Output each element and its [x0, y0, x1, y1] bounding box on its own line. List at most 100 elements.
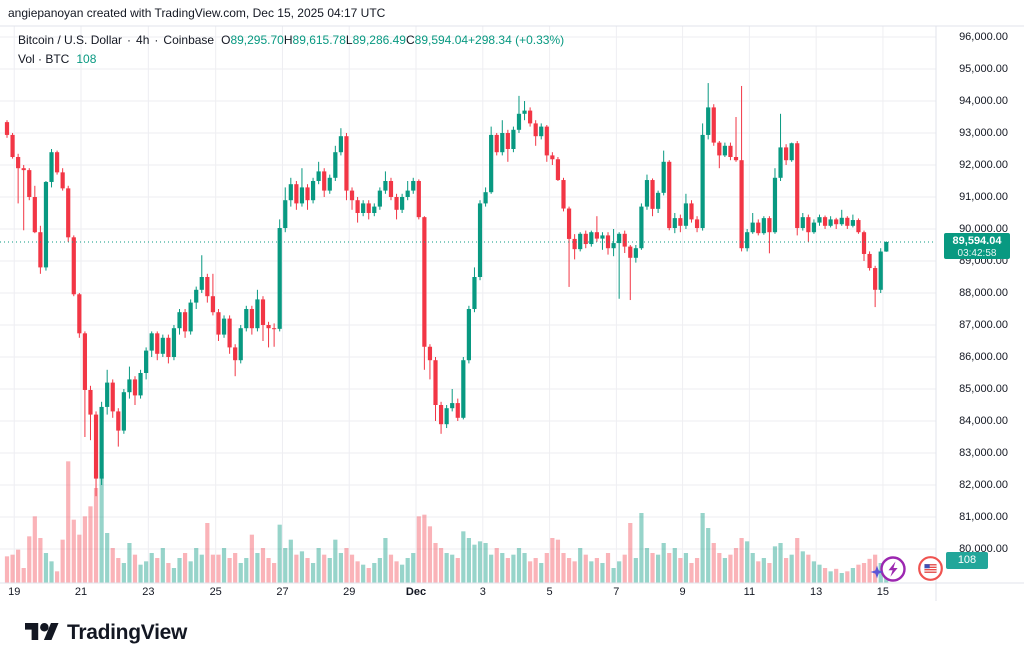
attribution-text: angiepanoyan created with TradingView.co…: [8, 6, 386, 20]
us-economic-events-icon[interactable]: [917, 555, 944, 582]
volume-bar: [600, 563, 605, 583]
volume-bar: [861, 563, 867, 583]
price-axis-label: 95,000.00: [959, 63, 1008, 75]
volume-bar: [739, 538, 744, 583]
candle-body: [861, 232, 867, 254]
candle-body: [88, 389, 93, 415]
volume-bar: [99, 473, 104, 583]
candle-body: [528, 110, 533, 124]
candle-body: [349, 190, 355, 201]
candle-body: [366, 203, 371, 213]
volume-bar: [878, 563, 883, 583]
ohlc-close: C89,594.04: [406, 33, 468, 47]
volume-bar: [10, 554, 15, 583]
volume-bar: [505, 558, 510, 583]
volume-bar: [438, 548, 444, 583]
candle-body: [483, 192, 488, 204]
volume-bar: [856, 564, 861, 583]
symbol-title[interactable]: Bitcoin / U.S. Dollar: [18, 33, 123, 47]
candle-body: [884, 241, 889, 252]
candle-body: [455, 403, 460, 418]
candle-body: [66, 188, 71, 238]
volume-bar: [589, 561, 594, 583]
volume-bar: [566, 558, 572, 583]
close-value: 89,594.04: [414, 33, 469, 47]
candle-body: [32, 197, 37, 233]
symbol-legend[interactable]: Bitcoin / U.S. Dollar · 4h · Coinbase O8…: [18, 33, 564, 47]
price-axis-label: 84,000.00: [959, 415, 1008, 427]
exchange-label[interactable]: Coinbase: [163, 33, 215, 47]
candle-wick: [596, 216, 598, 242]
volume-legend[interactable]: Vol · BTC 108: [18, 52, 96, 66]
candle-body: [438, 405, 444, 425]
volume-bar: [49, 561, 54, 583]
volume-bar: [489, 554, 494, 583]
volume-bar: [355, 561, 360, 583]
candle-body: [388, 181, 394, 197]
candle-body: [322, 171, 327, 191]
time-axis-label: 15: [876, 586, 890, 598]
candle-body: [511, 129, 516, 149]
candle-body: [43, 181, 49, 268]
volume-bar: [427, 526, 433, 583]
candle-body: [244, 309, 249, 329]
volume-bar: [110, 548, 115, 583]
volume-bar: [800, 551, 805, 583]
candle-wick: [735, 117, 737, 162]
candle-body: [756, 222, 761, 234]
volume-bar: [550, 538, 555, 583]
volume-bar: [160, 548, 165, 583]
volume-bar: [756, 561, 761, 583]
candle-body: [811, 222, 817, 233]
volume-bar: [867, 558, 872, 583]
volume-bar: [216, 554, 221, 583]
tradingview-logo[interactable]: TradingView: [25, 619, 187, 646]
legend-separator: ·: [127, 33, 132, 47]
candle-wick: [601, 232, 603, 250]
candle-body: [572, 238, 577, 250]
high-value: 89,615.78: [292, 33, 346, 47]
candle-body: [650, 180, 655, 209]
volume-bar: [333, 539, 338, 583]
time-axis-label: 27: [276, 586, 289, 598]
volume-bar: [277, 524, 282, 583]
tradingview-logo-mark: [25, 623, 59, 641]
volume-bar: [283, 548, 288, 583]
candle-wick: [613, 229, 615, 257]
candle-body: [600, 235, 605, 239]
volume-bar: [155, 558, 160, 583]
candle-body: [427, 346, 433, 361]
candle-body: [477, 203, 483, 277]
volume-badge: 108: [946, 552, 988, 569]
volume-bar: [678, 558, 683, 583]
volume-bar: [683, 553, 689, 583]
volume-bar: [366, 568, 371, 583]
volume-bar: [528, 561, 533, 583]
candle-wick: [273, 323, 275, 347]
interval-label[interactable]: 4h: [136, 33, 150, 47]
candle-body: [867, 253, 872, 269]
volume-bar: [511, 554, 516, 583]
candle-body: [105, 382, 110, 407]
time-axis-label: 11: [743, 586, 756, 598]
volume-bar: [644, 548, 650, 583]
volume-bar: [611, 568, 616, 583]
candle-body: [260, 299, 266, 325]
candle-body: [155, 333, 160, 354]
candle-body: [711, 107, 716, 143]
flash-boost-icon[interactable]: [866, 551, 908, 585]
time-axis-label: 29: [343, 586, 356, 598]
volume-bar: [745, 541, 750, 583]
candle-body: [272, 328, 277, 330]
candle-body: [93, 414, 99, 479]
volume-bar: [233, 553, 238, 583]
candle-body: [149, 333, 154, 351]
volume-bar: [116, 558, 121, 583]
candle-body: [644, 180, 650, 207]
volume-bar: [260, 548, 266, 583]
candle-body: [728, 145, 733, 157]
candle-body: [210, 296, 216, 313]
price-axis-label: 85,000.00: [959, 383, 1008, 395]
